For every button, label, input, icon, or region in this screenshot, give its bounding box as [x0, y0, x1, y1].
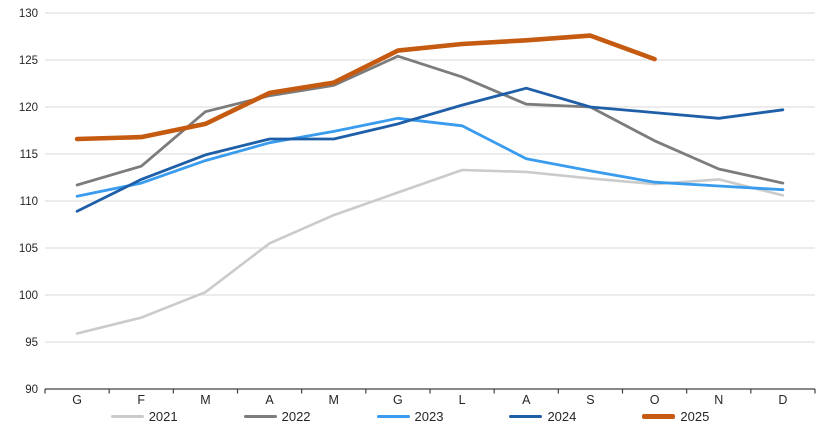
x-tick-label: A: [522, 393, 531, 407]
x-tick-label: F: [137, 393, 145, 407]
legend-label: 2022: [281, 409, 311, 424]
y-tick-label: 95: [25, 337, 38, 349]
y-axis-labels: 90 95 100 105 110 115 120 125 130: [19, 8, 38, 396]
legend-label: 2021: [148, 409, 178, 424]
legend-label: 2023: [414, 409, 444, 424]
series-line-2025: [74, 33, 657, 142]
y-tick-label: 115: [20, 149, 38, 161]
y-tick-label: 90: [25, 384, 38, 396]
y-tick-label: 130: [19, 8, 38, 20]
legend-label: 2025: [680, 409, 710, 424]
x-tick-label: N: [714, 393, 723, 407]
y-tick-label: 100: [19, 290, 38, 302]
x-tick-label: D: [778, 393, 787, 407]
legend-item-2025: 2025: [642, 410, 709, 423]
x-tick-label: A: [265, 393, 274, 407]
legend-item-2021: 2021: [110, 409, 178, 424]
legend-swatch-2023: [376, 415, 410, 418]
x-axis: [44, 388, 816, 394]
legend-swatch-2024: [509, 415, 543, 418]
legend-item-2024: 2024: [509, 410, 576, 423]
legend-swatch-2025: [642, 414, 676, 419]
x-tick-label: G: [72, 393, 82, 407]
y-tick-label: 105: [19, 243, 38, 255]
chart-legend: 2021 2022 2023 2024 2025: [0, 410, 820, 423]
x-tick-label: L: [459, 393, 466, 407]
x-tick-label: O: [650, 393, 660, 407]
legend-swatch-2022: [243, 415, 277, 418]
series-line-2021: [75, 168, 785, 335]
series-line-2023: [75, 116, 785, 198]
x-tick-label: S: [586, 393, 594, 407]
y-tick-label: 125: [19, 55, 38, 67]
x-tick-label: M: [329, 393, 339, 407]
y-tick-label: 110: [20, 196, 38, 208]
series-line-2022: [75, 54, 785, 187]
y-tick-label: 120: [19, 102, 38, 114]
series-line-2024: [75, 86, 785, 213]
x-tick-label: G: [393, 393, 403, 407]
legend-label: 2024: [547, 409, 577, 424]
legend-item-2022: 2022: [243, 409, 311, 424]
gridlines: [45, 12, 815, 343]
x-tick-label: M: [200, 393, 210, 407]
legend-swatch-2021: [110, 415, 144, 418]
legend-item-2023: 2023: [376, 409, 444, 424]
